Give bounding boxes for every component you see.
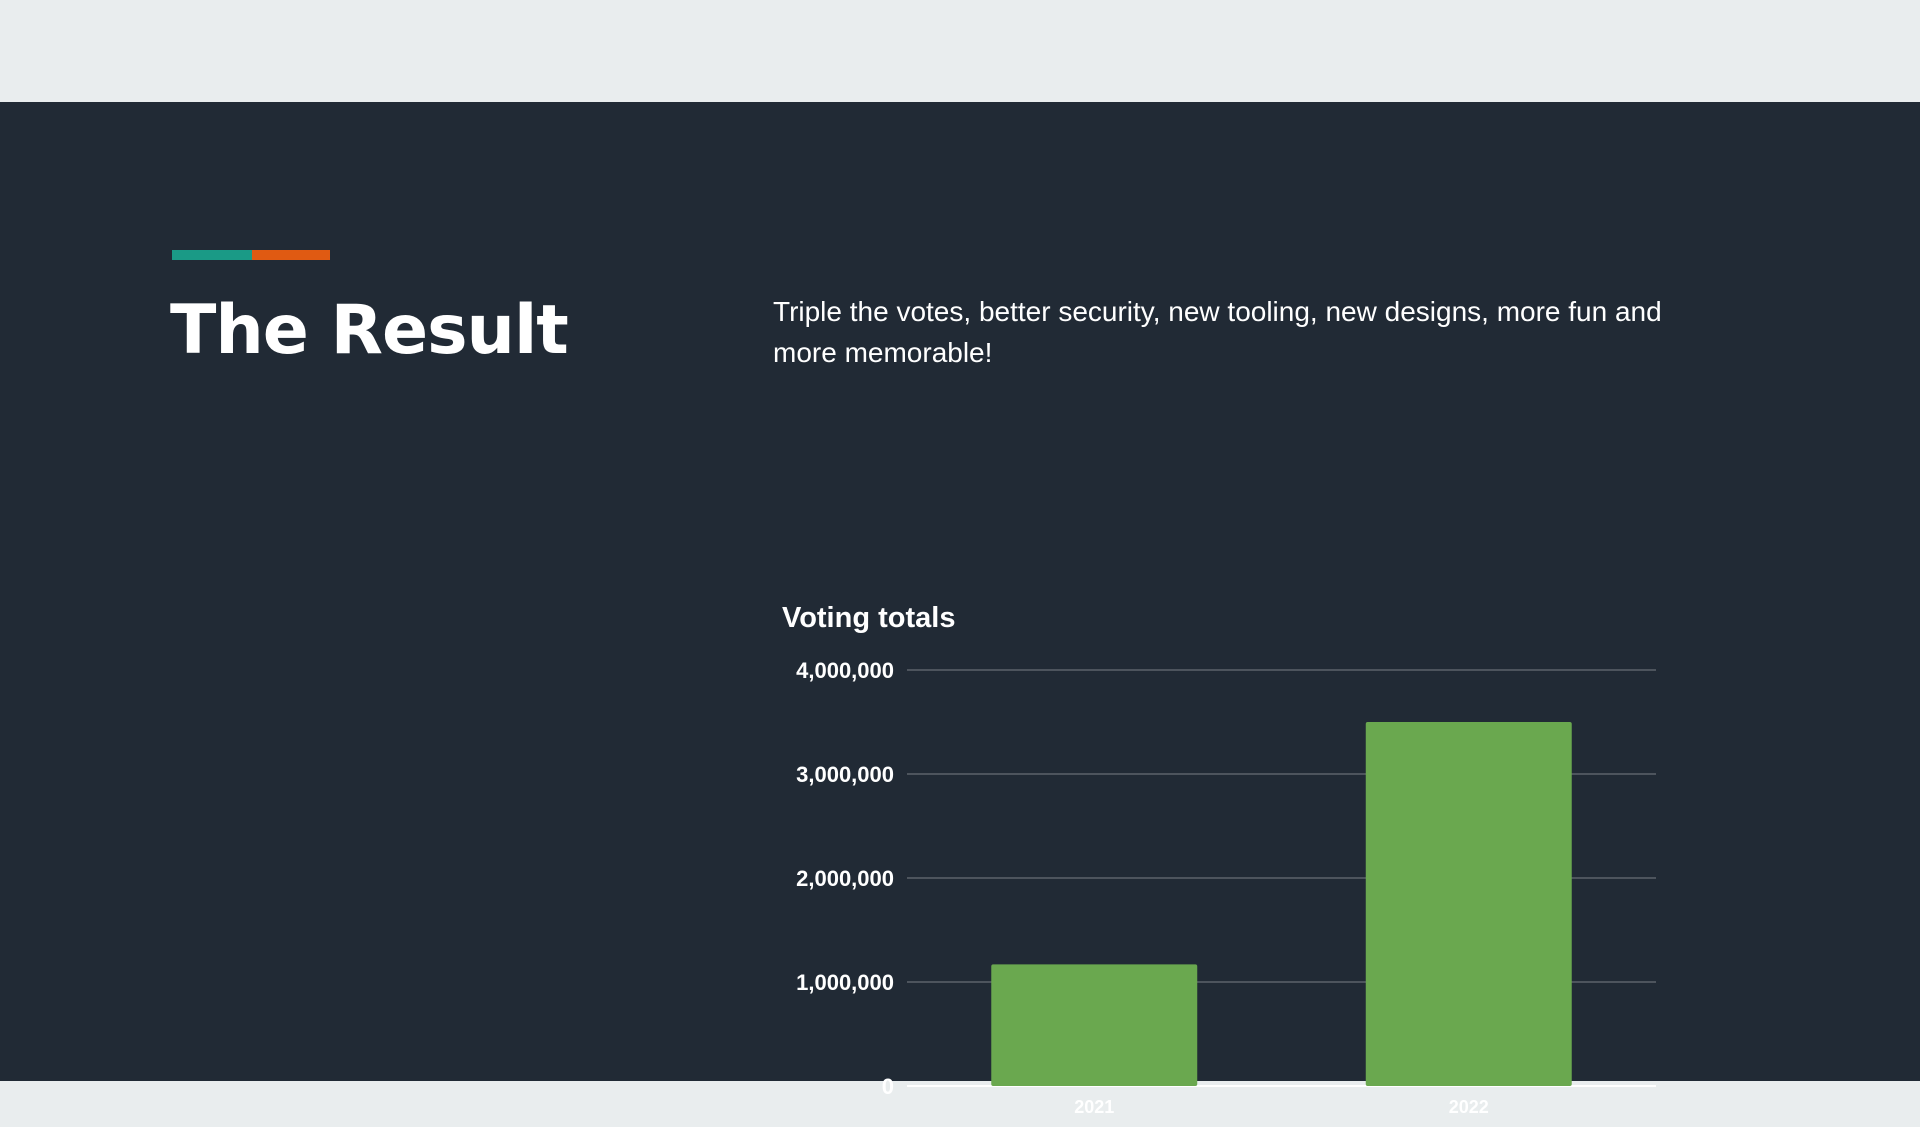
bar-2022 bbox=[1365, 722, 1572, 1086]
y-tick-label: 3,000,000 bbox=[796, 762, 894, 787]
x-tick-label: 2021 bbox=[1074, 1097, 1114, 1117]
bar-2021 bbox=[991, 964, 1198, 1086]
y-tick-label: 0 bbox=[882, 1074, 894, 1099]
slide-title: The Result bbox=[170, 291, 569, 370]
x-tick-label: 2022 bbox=[1449, 1097, 1489, 1117]
y-axis-ticks: 0 1,000,000 2,000,000 3,000,000 4,000,000 bbox=[796, 658, 894, 1099]
voting-totals-chart: Voting totals 0 1,000,000 2,000,000 3,000,0… bbox=[782, 602, 1656, 1117]
slide: The Result Triple the votes, better secu… bbox=[0, 102, 1920, 1117]
slide-description: Triple the votes, better security, new t… bbox=[773, 296, 1662, 368]
y-tick-label: 1,000,000 bbox=[796, 970, 894, 995]
chart-title: Voting totals bbox=[782, 602, 955, 634]
y-tick-label: 4,000,000 bbox=[796, 658, 894, 683]
top-band bbox=[0, 0, 1920, 102]
bars bbox=[991, 722, 1572, 1086]
y-tick-label: 2,000,000 bbox=[796, 866, 894, 891]
accent-bar-teal bbox=[172, 250, 252, 260]
accent-bar-orange bbox=[252, 250, 330, 260]
x-axis-ticks: 2021 2022 bbox=[1074, 1097, 1489, 1117]
